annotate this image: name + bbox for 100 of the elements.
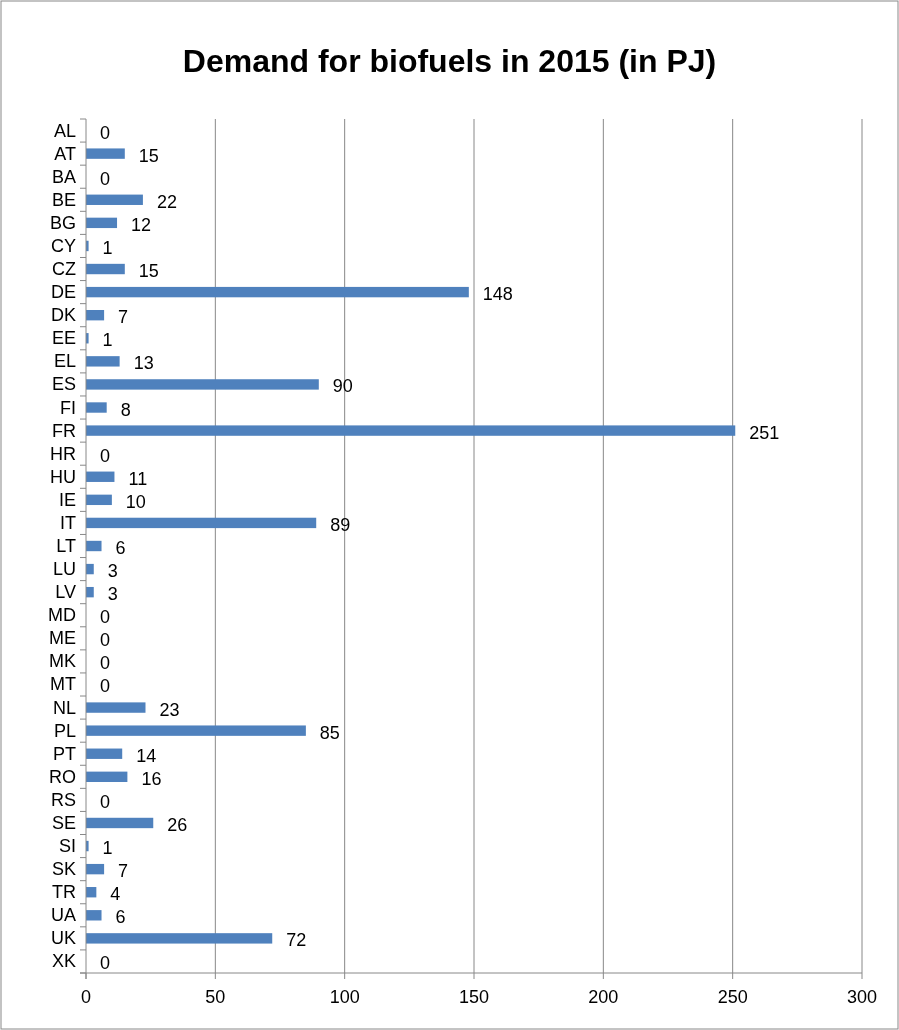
y-tick-label: SE xyxy=(51,812,76,833)
data-label: 6 xyxy=(115,538,126,558)
data-label: 11 xyxy=(128,468,148,489)
data-label: 85 xyxy=(319,722,340,743)
y-tick-label: UA xyxy=(50,905,76,926)
y-tick-label: PL xyxy=(53,720,76,741)
y-tick-label: ES xyxy=(51,374,76,395)
bar xyxy=(86,725,306,736)
data-label: 89 xyxy=(330,514,351,535)
bar xyxy=(86,702,146,713)
data-label: 1 xyxy=(102,237,113,258)
bar xyxy=(86,471,115,482)
y-tick-label: UK xyxy=(50,928,76,949)
data-label: 90 xyxy=(332,376,353,397)
data-label: 22 xyxy=(156,191,177,212)
y-tick-label: NL xyxy=(52,697,76,718)
bar xyxy=(86,286,469,298)
y-tick-label: RO xyxy=(49,766,76,787)
y-tick-label: BE xyxy=(51,189,76,210)
bar xyxy=(86,217,118,229)
bar xyxy=(86,494,112,506)
y-tick-label: SK xyxy=(51,859,76,880)
y-tick-label: ME xyxy=(49,628,76,649)
bar xyxy=(86,425,736,436)
x-tick-label: 0 xyxy=(80,987,92,1007)
data-label: 0 xyxy=(100,122,111,143)
bar xyxy=(86,910,102,921)
y-tick-label: FR xyxy=(52,420,76,441)
data-label: 15 xyxy=(138,145,159,166)
y-tick-label: DK xyxy=(50,305,76,326)
bar xyxy=(86,863,105,875)
y-tick-label: SI xyxy=(58,836,76,857)
y-tick-label: AL xyxy=(53,120,76,141)
y-tick-label: BG xyxy=(49,212,76,233)
data-label: 1 xyxy=(102,330,113,351)
data-label: 0 xyxy=(100,168,111,189)
x-tick-label: 100 xyxy=(329,987,360,1007)
data-label: 23 xyxy=(159,699,180,720)
data-label: 4 xyxy=(110,884,121,905)
data-label: 14 xyxy=(136,745,157,766)
data-label: 6 xyxy=(115,907,126,928)
chart-title: Demand for biofuels in 2015 (in PJ) xyxy=(182,43,717,79)
bar xyxy=(86,771,128,782)
data-label: 7 xyxy=(118,307,129,328)
y-tick-label: MD xyxy=(48,605,76,626)
data-label: 13 xyxy=(133,353,154,374)
bar xyxy=(86,148,125,159)
y-tick-label: IT xyxy=(60,512,76,533)
y-tick-label: BA xyxy=(51,166,76,187)
data-label: 3 xyxy=(107,584,118,605)
y-tick-label: XK xyxy=(51,951,76,972)
data-label: 0 xyxy=(100,791,111,812)
data-label: 0 xyxy=(100,676,111,697)
bar xyxy=(86,310,105,321)
bar xyxy=(86,194,143,205)
y-tick-label: CZ xyxy=(52,259,76,280)
x-tick-label: 200 xyxy=(588,987,619,1007)
x-tick-label: 250 xyxy=(717,987,748,1007)
data-label: 251 xyxy=(749,422,780,443)
data-label: 0 xyxy=(100,630,111,651)
data-label: 26 xyxy=(167,814,188,835)
x-tick-label: 50 xyxy=(205,987,226,1007)
y-tick-label: MK xyxy=(49,651,76,672)
y-tick-label: FI xyxy=(60,397,76,418)
data-label: 7 xyxy=(118,861,129,882)
data-label: 15 xyxy=(138,261,159,282)
y-tick-label: EE xyxy=(51,328,76,349)
data-label: 12 xyxy=(131,214,152,235)
data-label: 148 xyxy=(482,284,513,305)
bar xyxy=(86,379,319,390)
x-tick-label: 150 xyxy=(458,987,490,1007)
data-label: 0 xyxy=(100,653,111,674)
x-tick-label: 300 xyxy=(846,987,878,1007)
y-tick-label: DE xyxy=(50,282,76,303)
y-tick-label: PT xyxy=(52,743,76,764)
data-label: 0 xyxy=(100,953,111,974)
y-tick-label: AT xyxy=(54,143,76,164)
bar xyxy=(86,933,273,944)
data-label: 10 xyxy=(125,491,146,512)
y-tick-label: MT xyxy=(50,674,76,695)
data-label: 3 xyxy=(107,561,118,582)
y-tick-label: TR xyxy=(52,882,76,903)
bar xyxy=(86,402,107,413)
data-label: 72 xyxy=(286,930,307,951)
y-tick-label: LU xyxy=(52,559,76,580)
bar xyxy=(86,748,123,759)
data-label: 0 xyxy=(100,607,111,628)
y-tick-label: HU xyxy=(50,466,76,487)
bar xyxy=(86,263,125,275)
y-tick-label: EL xyxy=(53,351,76,372)
y-tick-label: RS xyxy=(50,789,76,810)
bar xyxy=(86,517,317,529)
y-tick-label: HR xyxy=(50,443,76,464)
data-label: 8 xyxy=(120,399,131,420)
bar xyxy=(86,817,154,829)
y-tick-label: CY xyxy=(50,235,76,256)
data-label: 0 xyxy=(100,445,111,466)
bar xyxy=(86,356,120,367)
bar xyxy=(86,540,102,552)
y-tick-label: IE xyxy=(58,489,76,510)
